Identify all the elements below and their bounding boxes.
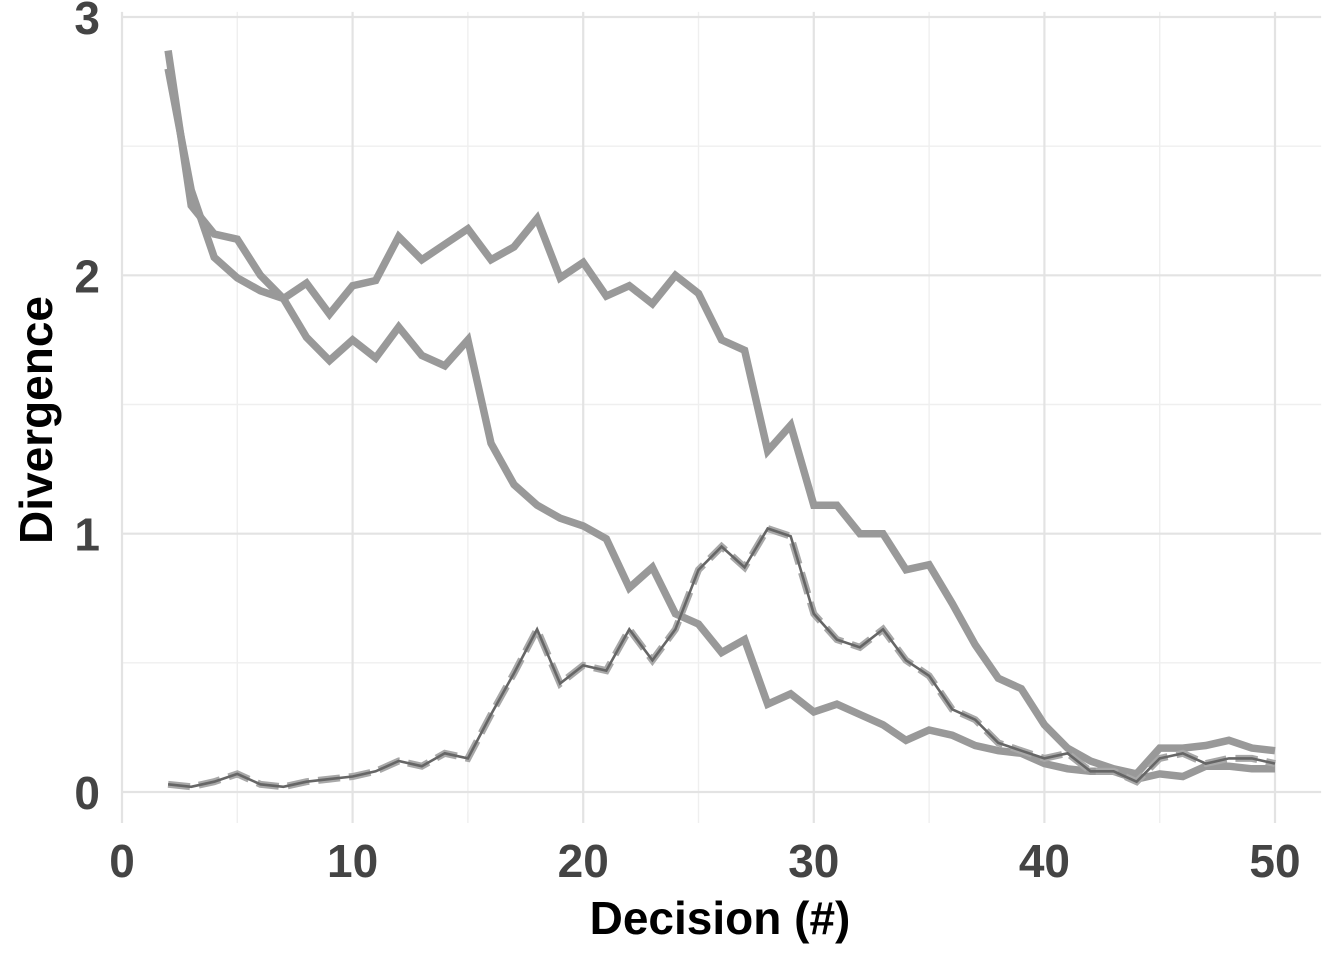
y-tick-label: 0 [74,767,100,819]
x-tick-label: 50 [1249,835,1300,887]
y-tick-labels: 0 1 2 3 [74,0,100,819]
y-tick-label: 1 [74,509,100,561]
series-line-3 [167,524,1276,791]
x-axis-title: Decision (#) [590,892,851,944]
x-tick-label: 30 [788,835,839,887]
series-lines [164,50,1276,791]
x-tick-label: 0 [109,835,135,887]
x-tick-label: 20 [558,835,609,887]
y-tick-label: 3 [74,0,100,44]
x-tick-label: 10 [327,835,378,887]
x-tick-labels: 0 10 20 30 40 50 [109,835,1300,887]
series-line-2 [164,67,1275,783]
x-tick-label: 40 [1019,835,1070,887]
y-axis-title: Divergence [10,296,62,544]
series-line-4 [167,526,1276,789]
series-line-1 [164,50,1276,779]
y-tick-label: 2 [74,250,100,302]
grid [120,11,1322,823]
